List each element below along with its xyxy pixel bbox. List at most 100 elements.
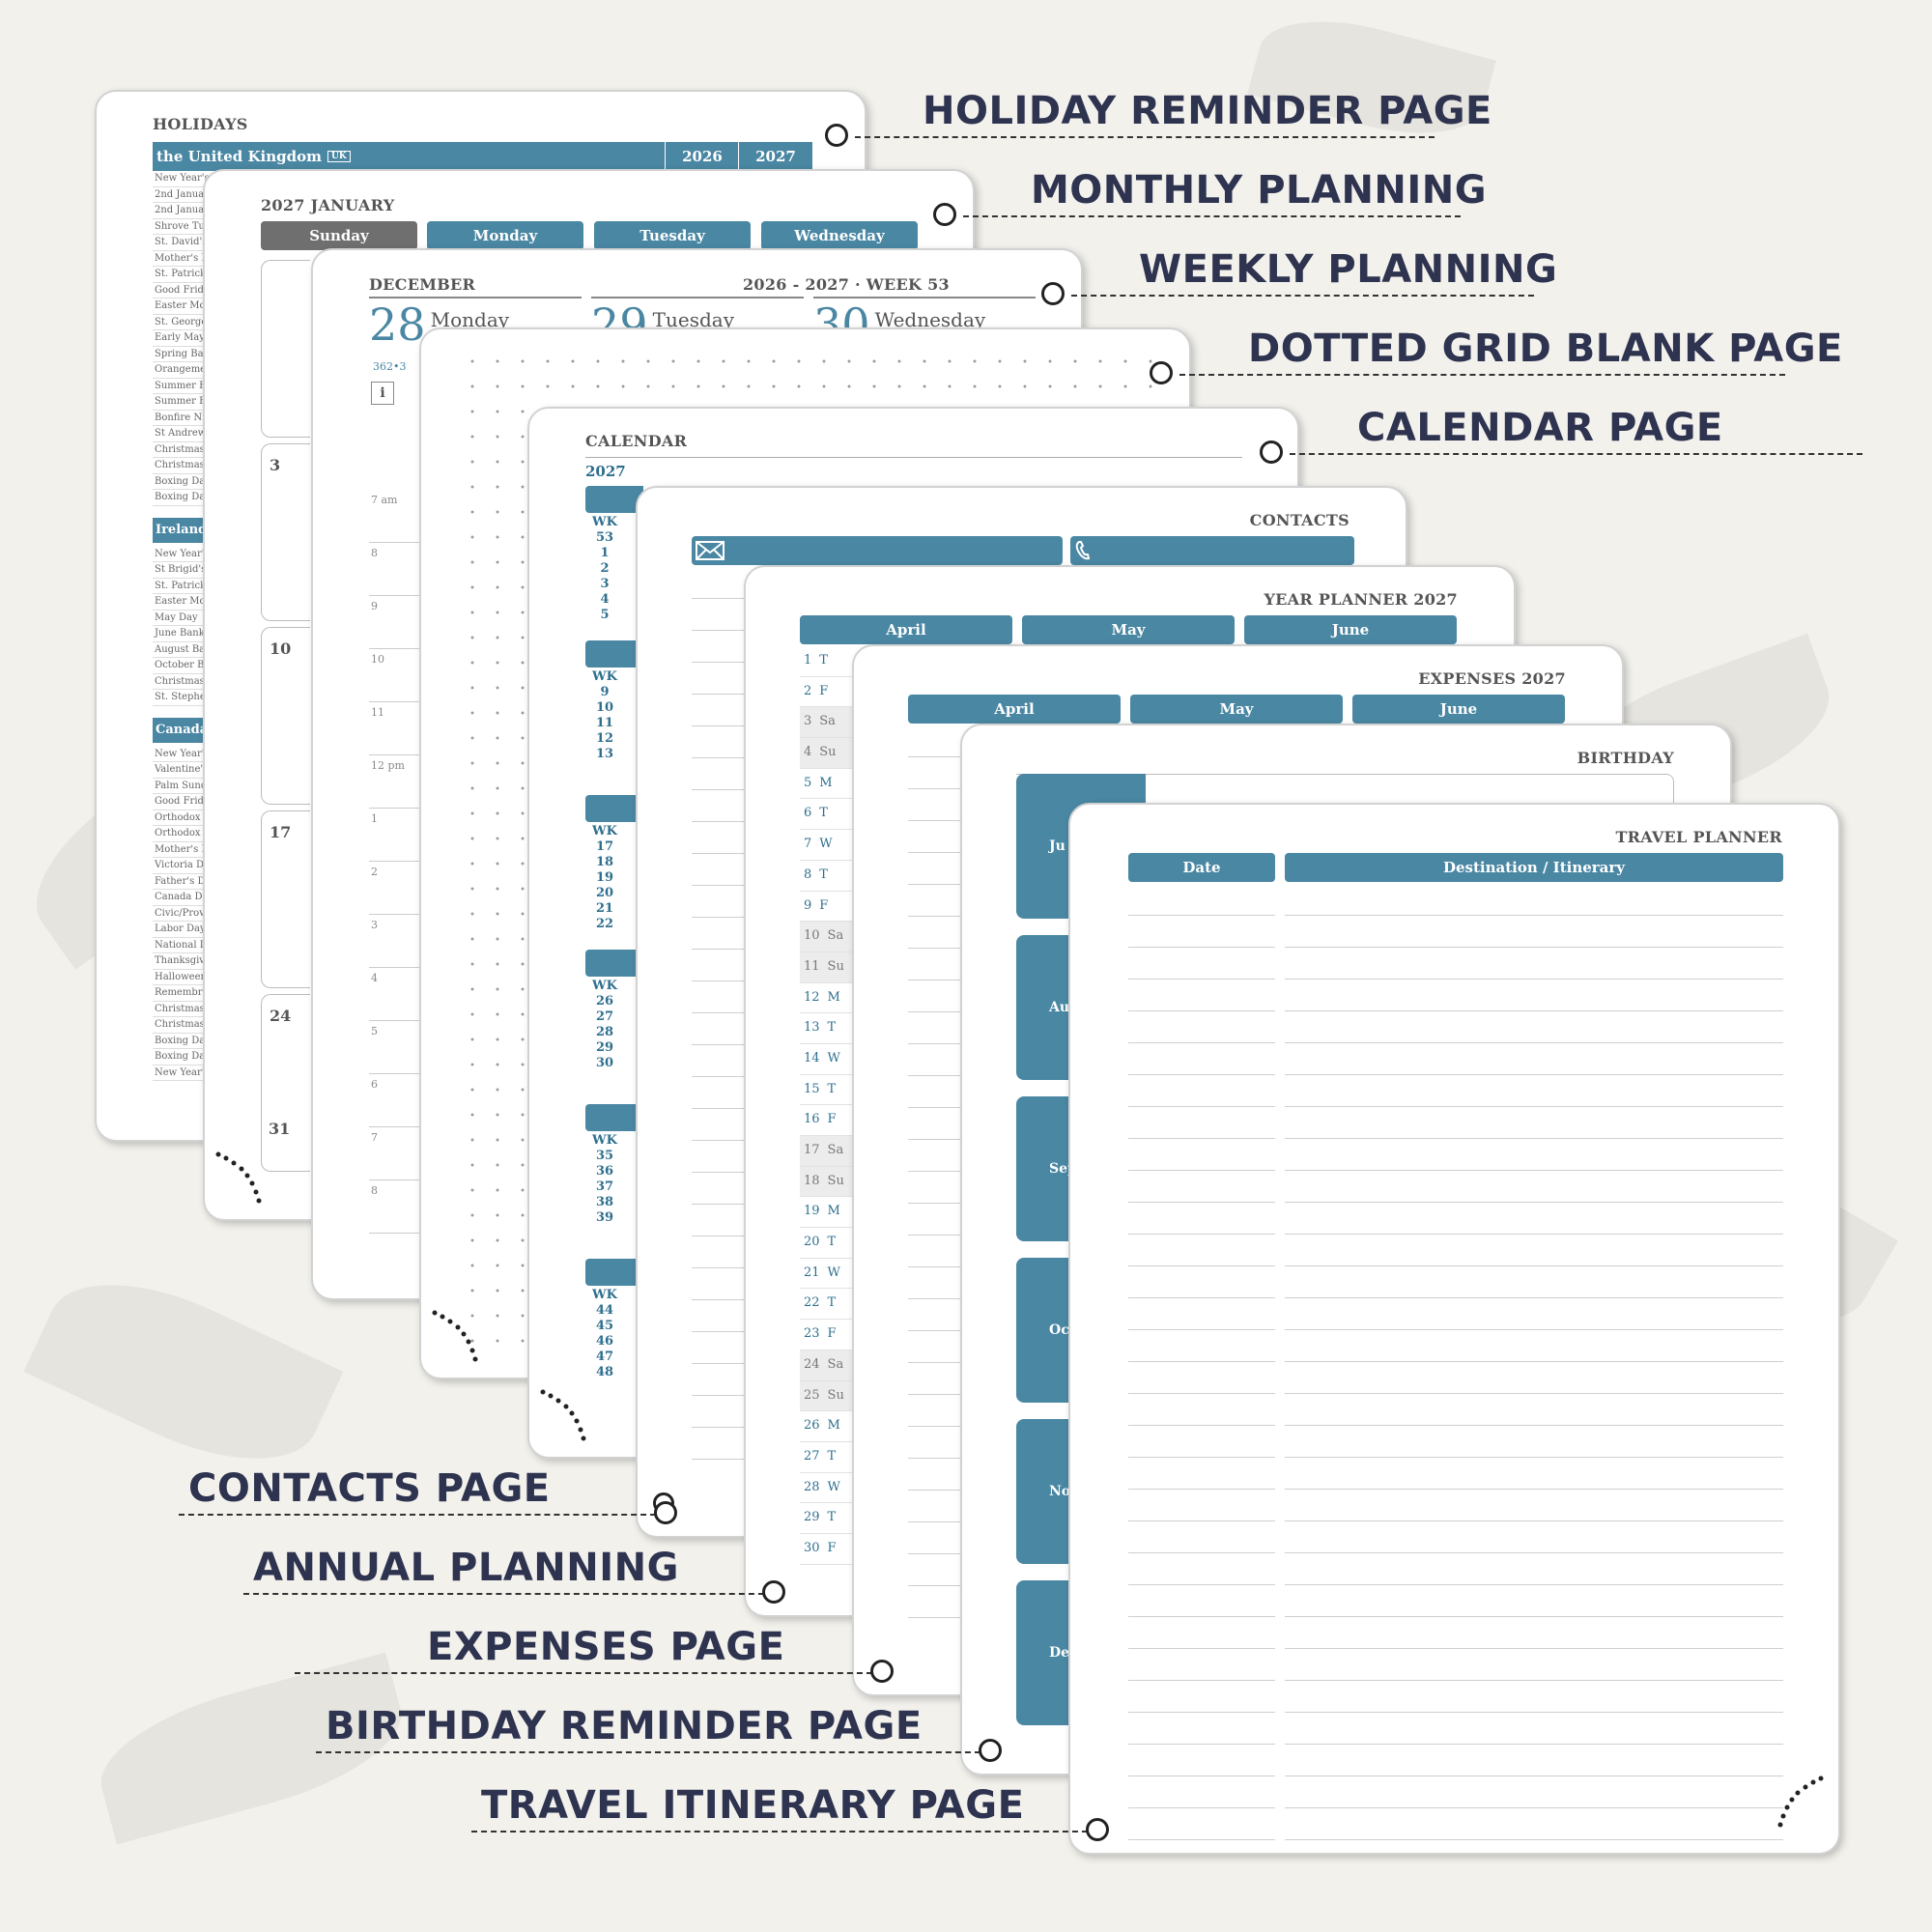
leader-line <box>179 1514 666 1516</box>
day-date: 28 <box>804 1479 820 1494</box>
country-code-badge: UK <box>327 151 351 162</box>
day-weekday: T <box>827 1235 837 1250</box>
day-weekday: W <box>827 1479 840 1494</box>
weekly-week: 2026 - 2027 · WEEK 53 <box>743 275 950 294</box>
week-number: 36 <box>595 1164 614 1179</box>
day-date: 26 <box>804 1418 820 1434</box>
holiday-row: Summer Ba <box>153 379 222 394</box>
leader-line <box>471 1831 1097 1833</box>
month-date-number: 31 <box>269 1120 291 1138</box>
leader-line <box>1179 374 1785 376</box>
holiday-row: Good Frida <box>153 283 222 298</box>
week-label: WK <box>592 824 617 838</box>
phone-icon <box>1075 541 1091 560</box>
time-slot: 1 <box>369 809 427 862</box>
week-number: 5 <box>600 608 610 622</box>
day-date: 21 <box>804 1264 820 1280</box>
day-weekday: T <box>827 1295 837 1311</box>
time-label: 12 pm <box>371 759 405 772</box>
caption-annual-planning: ANNUAL PLANNING <box>253 1546 679 1590</box>
day-header-monday: Monday <box>427 221 583 250</box>
week-number: 35 <box>595 1149 614 1163</box>
day-weekday: W <box>827 1264 840 1280</box>
holiday-row: National D <box>153 938 222 953</box>
holiday-row: Easter Mon <box>153 594 222 611</box>
day-row: 18 Su <box>800 1166 854 1198</box>
info-icon[interactable]: i <box>371 382 394 405</box>
day-header-sunday: Sunday <box>261 221 417 250</box>
day-date: 19 <box>804 1204 820 1219</box>
day-weekday: F <box>827 1540 837 1555</box>
travel-page: TRAVEL PLANNER Date Destination / Itiner… <box>1068 803 1840 1855</box>
week-number: 26 <box>595 994 614 1009</box>
month-cell: 17 <box>261 810 310 988</box>
expenses-ruled-lines <box>908 725 966 1634</box>
holiday-row: Victoria Da <box>153 858 222 874</box>
day-date: 23 <box>804 1326 820 1342</box>
holiday-row: Christmas <box>153 674 222 690</box>
day-weekday: W <box>819 837 833 852</box>
leader-line <box>316 1751 990 1753</box>
week-number: 20 <box>595 886 614 900</box>
page-title: HOLIDAYS <box>153 115 248 133</box>
leader-line <box>1071 295 1534 297</box>
month-date-number: 17 <box>270 823 292 841</box>
holiday-row: Shrove Tue <box>153 219 222 235</box>
binder-ring-icon <box>933 203 956 226</box>
page-title: 2027 JANUARY <box>261 196 395 214</box>
day-weekday: T <box>819 806 828 821</box>
day-date: 18 <box>804 1173 820 1188</box>
week-number: 27 <box>595 1009 614 1024</box>
page-title: BIRTHDAY <box>1577 749 1674 767</box>
holiday-row: Christmas <box>153 1002 222 1017</box>
leader-line <box>855 136 1435 138</box>
corner-dots-icon <box>540 1389 586 1441</box>
calendar-year: 2027 <box>585 463 626 480</box>
destination-ruled-lines <box>1285 884 1783 1840</box>
day-weekday: Su <box>827 1173 844 1188</box>
day-row: 29 T <box>800 1503 854 1534</box>
caption-birthday-reminder: BIRTHDAY REMINDER PAGE <box>326 1704 923 1748</box>
time-slot: 7 <box>369 1127 427 1180</box>
day-weekday: Sa <box>819 714 836 729</box>
month-cell <box>261 1139 309 1140</box>
week-numbers: 53 1 2 3 4 5 <box>585 530 624 623</box>
week-label: WK <box>592 979 617 993</box>
page-title: TRAVEL PLANNER <box>1615 828 1782 846</box>
day-date: 30 <box>804 1540 820 1555</box>
holiday-row: Valentine's <box>153 762 222 779</box>
holiday-row: Good Frida <box>153 794 222 810</box>
time-label: 5 <box>371 1025 378 1037</box>
time-slot: 10 <box>369 649 427 702</box>
week-label: WK <box>592 1288 617 1302</box>
holiday-row: Labor Day <box>153 922 222 938</box>
time-slot: 8 <box>369 1180 427 1234</box>
time-slot: 3 <box>369 915 427 968</box>
holiday-row: Early May I <box>153 330 222 347</box>
time-slots: 7 am 8 9 10 11 12 pm 1 2 3 4 5 6 7 8 <box>369 490 427 1234</box>
day-date: 27 <box>804 1448 820 1463</box>
week-number: 37 <box>595 1179 614 1194</box>
day-date: 17 <box>804 1143 820 1157</box>
binder-ring-icon <box>762 1580 785 1604</box>
holiday-row: Mother's D <box>153 842 222 858</box>
day-row: 10 Sa <box>800 922 854 952</box>
holiday-row: St. Stephe <box>153 690 222 706</box>
day-date: 4 <box>804 745 812 760</box>
week-number: 46 <box>595 1334 614 1349</box>
month-cell: 24 <box>261 994 310 1172</box>
week-number: 44 <box>595 1303 614 1318</box>
holiday-row: New Year's <box>153 1065 222 1081</box>
day-row: 25 Su <box>800 1380 854 1412</box>
year-header-2027: 2027 <box>738 142 812 171</box>
week-number: 4 <box>600 592 610 607</box>
week-number: 48 <box>595 1365 614 1379</box>
holiday-row: New Year's <box>153 547 222 562</box>
time-label: 11 <box>371 706 384 719</box>
page-title: YEAR PLANNER 2027 <box>1264 590 1458 609</box>
day-weekday: F <box>827 1326 837 1342</box>
time-slot: 11 <box>369 702 427 755</box>
title-rule <box>585 457 1242 458</box>
day-weekday: Sa <box>827 1356 844 1372</box>
